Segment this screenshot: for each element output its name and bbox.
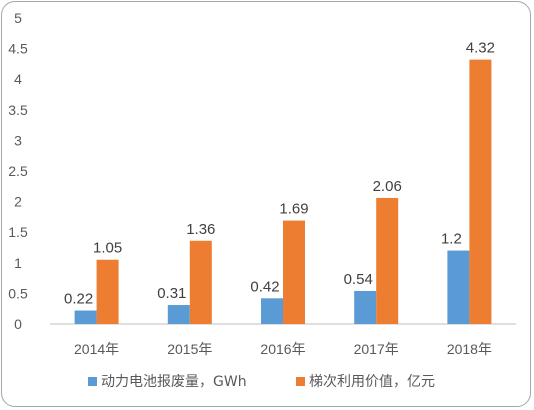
bar-series-1-2015年 [167,305,190,324]
bar-series-1-2016年 [261,298,283,324]
y-tick-label: 4.5 [8,41,28,57]
x-tick-label: 2015年 [167,341,212,357]
data-label: 2.06 [373,178,402,195]
y-tick-label: 3 [14,132,22,148]
x-tick-label: 2017年 [354,341,399,357]
data-label: 1.2 [441,231,462,248]
bar-series-1-2014年 [74,310,97,324]
x-tick-label: 2018年 [447,341,492,357]
legend-label: 梯次利用价值，亿元 [309,374,435,390]
y-tick-label: 0.5 [8,285,28,301]
bar-series-2-2015年 [189,240,212,324]
bar-series-1-2017年 [354,290,377,324]
data-label: 0.54 [344,271,373,288]
x-tick-label: 2014年 [74,341,119,357]
data-label: 1.05 [93,240,122,257]
bar-series-1-2018年 [447,250,470,324]
y-tick-label: 2.5 [8,163,28,179]
bar-series-2-2014年 [96,259,119,324]
legend-label: 动力电池报废量，GWh [101,374,247,390]
y-tick-label: 1 [14,255,22,271]
bars: 0.22 0.31 0.42 0.54 1.2 1.05 1.36 1.69 2.06 4.32 [64,40,495,325]
y-tick-label: 5 [14,10,22,26]
y-tick-label: 3.5 [8,102,28,118]
legend-swatch [88,377,97,386]
y-tick-label: 2 [14,194,22,210]
y-tick-label: 4 [14,71,22,87]
bar-series-2-2017年 [376,197,399,324]
data-label: 0.22 [64,291,93,308]
legend-swatch [296,377,305,386]
y-axis-ticks: 0 0.5 1 1.5 2 2.5 3 3.5 4 4.5 5 [8,10,28,332]
bar-series-2-2018年 [469,59,492,325]
data-label: 4.32 [466,40,495,57]
data-label: 1.36 [186,221,215,238]
legend: 动力电池报废量，GWh 梯次利用价值，亿元 [88,374,435,390]
bar-series-2-2016年 [283,220,305,324]
data-label: 0.42 [250,278,279,295]
data-label: 1.69 [279,201,308,218]
x-axis-ticks: 2014年 2015年 2016年 2017年 2018年 [74,341,492,357]
y-tick-label: 1.5 [8,224,28,240]
data-label: 0.31 [157,285,186,302]
y-tick-label: 0 [14,316,22,332]
x-tick-label: 2016年 [260,341,305,357]
